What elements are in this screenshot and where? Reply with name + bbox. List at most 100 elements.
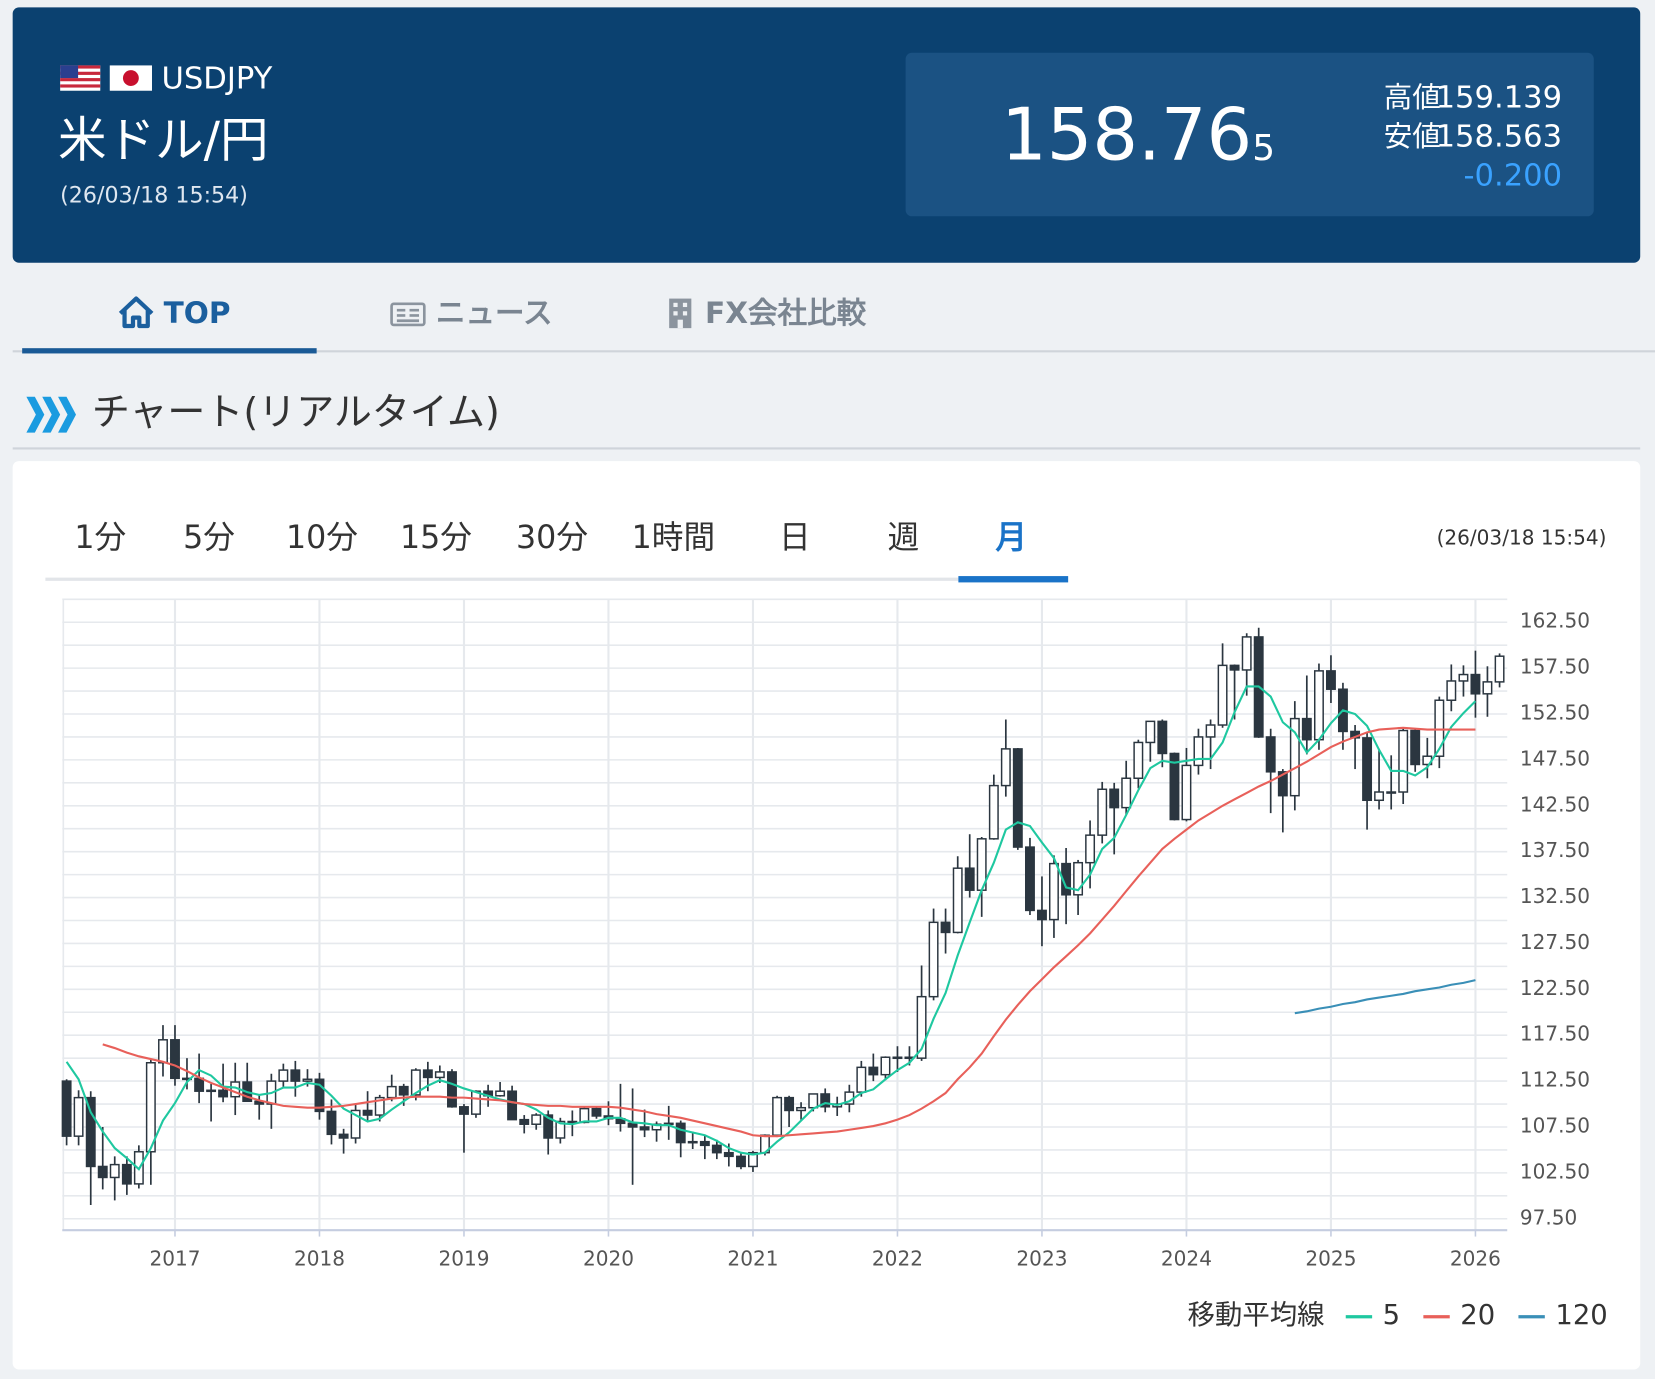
- candle-body: [1169, 752, 1180, 821]
- jp-flag: [109, 65, 152, 91]
- timeframe-tab[interactable]: 1分: [74, 520, 126, 556]
- candle-body: [711, 1144, 722, 1154]
- y-tick-label: 122.50: [1520, 976, 1590, 1000]
- candle-body: [1277, 771, 1288, 797]
- candle-body: [374, 1096, 385, 1116]
- candle-body: [555, 1120, 566, 1139]
- candle-body: [338, 1133, 349, 1139]
- candle-body: [1073, 861, 1084, 896]
- candle-body: [1229, 664, 1240, 671]
- candle-body: [856, 1066, 867, 1093]
- candle-body: [1446, 680, 1457, 701]
- candle-body: [519, 1118, 530, 1125]
- x-tick-label: 2024: [1161, 1246, 1212, 1270]
- candle-body: [206, 1089, 217, 1093]
- candle-body: [820, 1093, 831, 1108]
- tab-underline: [22, 348, 317, 354]
- low-label: 安値: [1384, 120, 1441, 153]
- candle-body: [302, 1078, 313, 1082]
- low-value: 158.563: [1436, 120, 1563, 155]
- y-tick-label: 112.50: [1520, 1068, 1590, 1092]
- candle-body: [736, 1155, 746, 1168]
- candle-body: [1217, 664, 1228, 726]
- candle-body: [507, 1090, 518, 1121]
- y-tick-label: 107.50: [1520, 1113, 1590, 1137]
- candle-body: [73, 1096, 84, 1137]
- candle-body: [495, 1090, 506, 1097]
- y-tick-label: 102.50: [1520, 1159, 1590, 1183]
- y-tick-label: 132.50: [1520, 884, 1590, 908]
- section-chevrons: [26, 396, 76, 433]
- timeframe-tab[interactable]: 10分: [286, 520, 358, 556]
- candle-body: [543, 1114, 554, 1139]
- timeframe-tab[interactable]: 30分: [516, 520, 588, 556]
- candle-body: [772, 1096, 783, 1136]
- candle-body: [434, 1071, 445, 1079]
- legend-label: 5: [1383, 1300, 1400, 1331]
- candle-body: [675, 1122, 686, 1144]
- candle-body: [952, 867, 963, 934]
- timeframe-tab[interactable]: 週: [888, 520, 920, 556]
- moving-average-line: [1294, 979, 1476, 1015]
- y-tick-label: 147.50: [1520, 746, 1590, 770]
- timeframe-tab[interactable]: 5分: [183, 520, 235, 556]
- moving-average-line: [102, 726, 1476, 1138]
- x-tick-label: 2022: [872, 1246, 923, 1270]
- candle-body: [1036, 909, 1047, 921]
- candle-body: [1289, 717, 1300, 797]
- candle-body: [422, 1069, 433, 1079]
- change-value: -0.200: [1463, 159, 1562, 194]
- us-flag: [60, 65, 101, 91]
- chart-time: (26/03/18 15:54): [1437, 526, 1607, 550]
- candle-body: [410, 1069, 421, 1096]
- timeframe-tab[interactable]: 15分: [400, 520, 472, 556]
- candle-body: [748, 1151, 758, 1168]
- high-label: 高値: [1384, 81, 1441, 114]
- candle-body: [109, 1163, 120, 1179]
- price-main: 158.76: [1001, 92, 1252, 176]
- nav-tab[interactable]: FX会社比較: [705, 296, 867, 330]
- timeframe-tab[interactable]: 月: [995, 520, 1027, 556]
- candle-body: [1494, 655, 1505, 683]
- candle-body: [1482, 681, 1493, 695]
- high-value: 159.139: [1436, 81, 1563, 116]
- candle-body: [868, 1066, 879, 1076]
- candle-body: [579, 1107, 590, 1124]
- candle-body: [218, 1089, 229, 1098]
- candle-body: [1265, 736, 1276, 773]
- candle-body: [531, 1114, 542, 1125]
- candle-body: [85, 1096, 96, 1168]
- candle-body: [591, 1107, 602, 1117]
- candle-body: [459, 1106, 469, 1115]
- y-tick-label: 97.50: [1520, 1205, 1577, 1229]
- candle-body: [699, 1140, 710, 1147]
- candle-body: [61, 1080, 72, 1137]
- candle-body: [1398, 729, 1409, 793]
- x-tick-label: 2023: [1016, 1246, 1067, 1270]
- candle-body: [97, 1165, 108, 1179]
- candle-body: [1301, 717, 1312, 741]
- nav-tab[interactable]: ニュース: [436, 296, 553, 330]
- y-tick-label: 157.50: [1520, 655, 1590, 679]
- candle-body: [1470, 673, 1481, 695]
- candle-body: [964, 867, 975, 891]
- timeframe-tab[interactable]: 1時間: [632, 520, 715, 556]
- y-tick-label: 117.50: [1520, 1022, 1590, 1046]
- candle-body: [314, 1078, 325, 1113]
- candle-body: [1085, 834, 1096, 864]
- candle-body: [447, 1071, 457, 1108]
- y-tick-label: 127.50: [1520, 930, 1590, 954]
- candle-body: [723, 1151, 734, 1158]
- candle-body: [350, 1109, 361, 1139]
- candle-body: [1434, 699, 1445, 757]
- moving-average-line: [65, 685, 1477, 1171]
- candle-body: [1362, 737, 1373, 802]
- candle-body: [278, 1069, 289, 1082]
- candle-body: [1410, 729, 1421, 766]
- candle-body: [1133, 741, 1144, 779]
- nav-tab[interactable]: TOP: [164, 296, 231, 330]
- candle-body: [1157, 720, 1168, 755]
- candle-body: [1048, 862, 1059, 921]
- timeframe-tab[interactable]: 日: [779, 520, 811, 556]
